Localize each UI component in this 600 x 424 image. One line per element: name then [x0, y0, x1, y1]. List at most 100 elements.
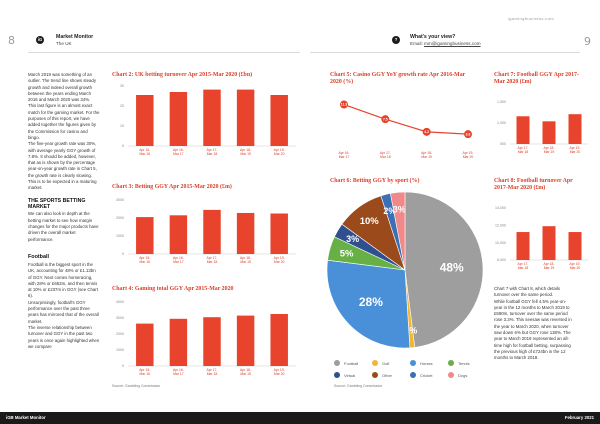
chart6-source: Source: Gambling Commission [334, 384, 383, 388]
xtick-label: Apr 19-Mar 20 [569, 262, 580, 270]
legend-item: Golf [372, 360, 389, 366]
xtick-label: Apr 15-Mar 16 [139, 148, 150, 156]
header-rule-right [310, 52, 580, 53]
xtick-label: Apr 18-Mar 19 [543, 146, 554, 154]
xtick-label: Apr 15-Mar 16 [139, 368, 150, 376]
bar [236, 315, 255, 366]
legend-item: Other [372, 372, 392, 378]
bar [136, 217, 154, 254]
pie-slice [390, 191, 406, 271]
right-header-title: What's your view? [410, 34, 456, 40]
xtick-label: Apr 16-Mar 17 [173, 256, 184, 264]
chart3-svg: 0 1000 2000 3000 Apr 15-Mar 16 Apr 16-Mar 17 A… [116, 198, 296, 264]
site-url: igamingbusiness.com [508, 16, 555, 21]
pie-label: 2% [383, 206, 396, 216]
bar [236, 212, 255, 254]
xtick-label: Apr 16-Mar 17 [338, 151, 349, 159]
chart5-title: Chart 5: Casino GGY YoY growth rate Apr … [330, 72, 466, 85]
igb-logo-icon: iG [36, 36, 44, 44]
footer-right-label: February 2021 [564, 415, 594, 420]
legend-swatch [372, 360, 378, 366]
right-text-column: Chart 7 with Chart 8, which details turn… [494, 286, 572, 361]
ytick-label: 1000 [116, 348, 124, 352]
ytick-label: 0 [122, 144, 124, 148]
xtick-label: Apr 19-Mar 20 [462, 151, 473, 159]
legend-item: Cricket [410, 372, 432, 378]
bar [270, 95, 288, 146]
data-label: 4.2 [424, 130, 429, 134]
pie-label: 28% [359, 295, 383, 309]
ytick-label: 1,000 [497, 121, 506, 125]
ytick-label: 0 [122, 252, 124, 256]
ytick-label: 500 [500, 142, 506, 146]
chart4-source: Source: Gambling Commission [112, 384, 161, 388]
pie-slice [326, 259, 411, 349]
footer-left-label: iGB Market Monitor [6, 415, 46, 420]
xtick-label: Apr 18-Mar 19 [421, 151, 432, 159]
bar [270, 314, 288, 366]
xtick-label: Apr 17-Mar 18 [206, 368, 217, 376]
section-heading-sports-betting: THE SPORTS BETTING MARKET [28, 197, 86, 211]
legend-swatch [410, 360, 416, 366]
footer-bar: iGB Market Monitor February 2021 [0, 412, 600, 424]
bar [203, 317, 221, 366]
bar [516, 232, 530, 260]
ytick-label: 1000 [116, 234, 124, 238]
email-label: Email: [410, 41, 423, 46]
pie-label: 1% [404, 326, 417, 336]
chart8-title: Chart 8: Football turnover Apr 2017-Mar … [494, 178, 573, 191]
chart2-svg: 0 10 20 30 Apr 15-Mar 16 Apr 16-Mar 17 Apr 17-… [120, 84, 296, 156]
data-label: 11.3 [341, 103, 348, 107]
bar [542, 226, 556, 260]
legend-label: Golf [382, 360, 390, 366]
ytick-label: 14,000 [495, 206, 506, 210]
pie-label: 10% [360, 216, 380, 227]
ytick-label: 20 [120, 104, 124, 108]
bar [203, 89, 221, 146]
chart7-svg: 500 1,000 1,500 Apr 17-Mar 18 Apr 18-Mar 19 A… [497, 100, 588, 154]
legend-item: Tennis [448, 360, 470, 366]
left-text-column: March 2019 was something of an outlier. … [28, 72, 100, 350]
page-number-right: 9 [584, 35, 591, 48]
pie-label: 48% [440, 260, 464, 274]
legend-label: Football [344, 360, 359, 366]
xtick-label: Apr 18-Mar 19 [543, 262, 554, 270]
bar [568, 232, 582, 260]
data-point [464, 130, 472, 139]
data-point [340, 100, 348, 109]
xtick-label: Apr 17-Mar 18 [517, 262, 528, 270]
chart8-svg: 6,000 10,000 12,000 14,000 Apr 17-Mar 18 Apr … [495, 206, 588, 270]
xtick-label: Apr 17-Mar 18 [206, 256, 217, 264]
legend-label: Tennis [458, 360, 470, 366]
ytick-label: 12,000 [495, 224, 506, 228]
bar [136, 95, 154, 146]
legend-item: Virtual [334, 372, 355, 378]
legend-label: Horses [420, 360, 433, 366]
ytick-label: 4000 [116, 300, 124, 304]
bar [270, 213, 288, 254]
legend-swatch [448, 360, 454, 366]
email-link[interactable]: mm@igamingbusiness.com [424, 41, 481, 46]
xtick-label: Apr 17-Mar 18 [517, 146, 528, 154]
section-heading-football: Football [28, 253, 49, 260]
data-label: 3.6 [466, 132, 471, 136]
legend-label: Cricket [420, 372, 433, 378]
chart2-title: Chart 2: UK betting turnover Apr 2015-Ma… [112, 72, 253, 78]
legend-label: Dogs [458, 372, 468, 378]
legend-label: Virtual [344, 372, 356, 378]
xtick-label: Apr 18-Mar 19 [240, 368, 251, 376]
ytick-label: 6,000 [497, 258, 506, 262]
data-point [422, 127, 431, 136]
xtick-label: Apr 16-Mar 17 [173, 368, 184, 376]
data-label: 7.5 [383, 117, 388, 121]
bar [568, 114, 582, 144]
legend-swatch [334, 372, 340, 378]
legend-swatch [334, 360, 340, 366]
chart4-title: Chart 4: Gaming total GGY Apr 2015-Mar 2… [112, 286, 234, 292]
legend-item: Dogs [448, 372, 467, 378]
chart3-title: Chart 3: Betting GGY Apr 2015-Mar 2020 (… [112, 184, 232, 190]
xtick-label: Apr 16-Mar 17 [173, 148, 184, 156]
body-paragraph-2: We can also look in depth at the betting… [28, 211, 99, 242]
xtick-label: Apr 19-Mar 20 [274, 368, 285, 376]
ytick-label: 2000 [116, 332, 124, 336]
